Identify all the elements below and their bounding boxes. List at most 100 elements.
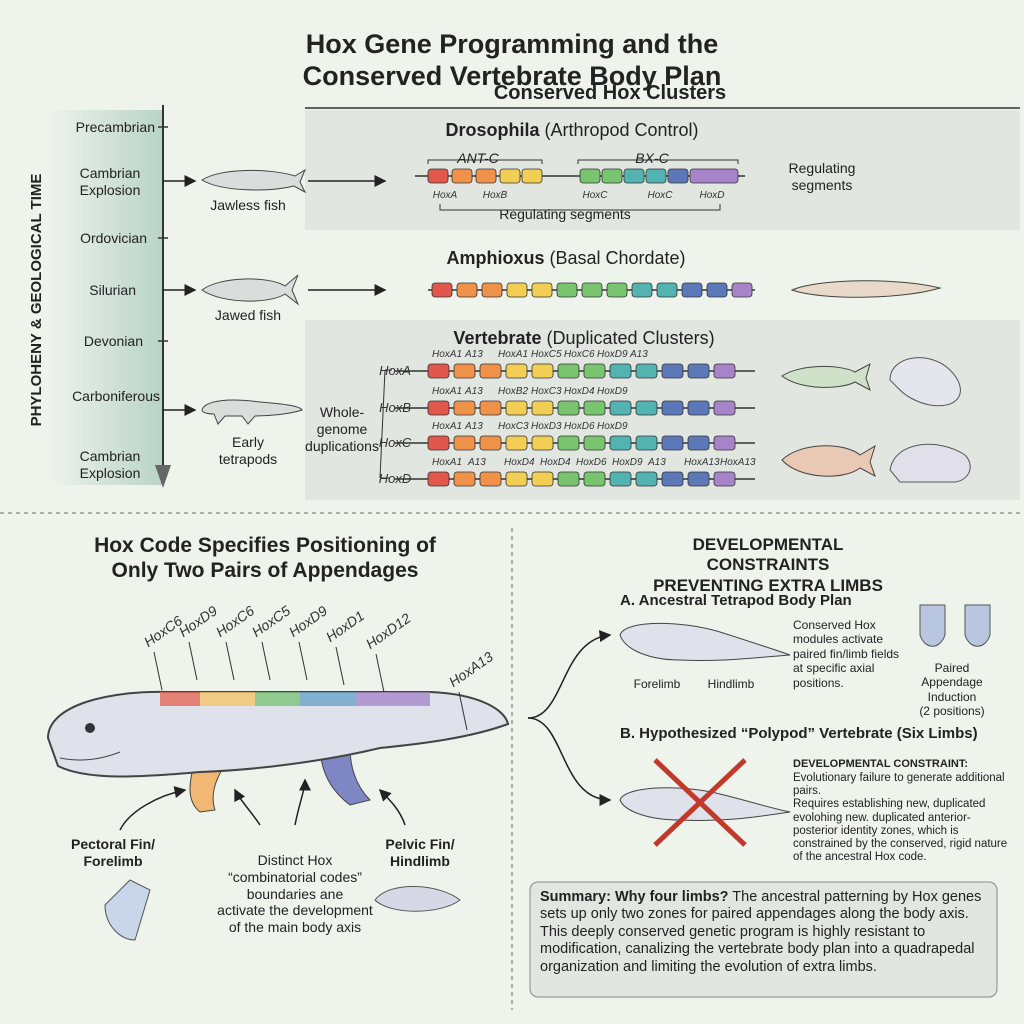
gene-box (623, 168, 645, 184)
gene-label: HoxB (379, 400, 411, 415)
pelvic-label: Pelvic Fin/ Hindlimb (385, 836, 455, 869)
gene-box (635, 471, 658, 487)
gene-box (505, 400, 528, 416)
cluster-title: Vertebrate (Duplicated Clusters) (453, 328, 714, 350)
bracket (439, 204, 721, 211)
duplication-bracket (379, 369, 392, 479)
limb-arrows (119, 778, 406, 831)
gene-box (479, 435, 502, 451)
cluster-desc: (Basal Chordate) (549, 248, 686, 268)
salamander (46, 690, 510, 813)
mouse-icon (889, 443, 971, 483)
cluster-desc: (Arthropod Control) (544, 120, 699, 140)
a-text: Conserved Hox modules activate paired fi… (793, 618, 900, 690)
gene-box (635, 400, 658, 416)
gene-box (531, 435, 554, 451)
gene-label: HoxC (647, 190, 673, 201)
axis-label: PHYLOHENY & GEOLOGICAL TIME (28, 173, 45, 427)
gene-box (689, 168, 739, 184)
pectoral-label: Pectoral Fin/ Forelimb (70, 836, 156, 869)
gene-pointer (261, 641, 271, 681)
gene-label: HoxD (699, 190, 725, 201)
gene-box (731, 282, 753, 298)
gene-box (606, 282, 628, 298)
hox-code-title: Hox Code Specifies Positioning of Only T… (94, 534, 436, 583)
red-x (653, 758, 747, 847)
gene-label: HoxC6 (564, 349, 595, 360)
gene-box (667, 168, 689, 184)
era-ticks (158, 126, 168, 342)
jawed-fish (201, 274, 300, 306)
limb-label: Hindlimb (707, 677, 755, 691)
gene-label: HoxD6 (576, 457, 607, 468)
gene-box (521, 168, 543, 184)
gene-pointer (375, 653, 385, 693)
gene-box (631, 282, 653, 298)
era: Carboniferous (72, 388, 160, 404)
gene-label: HoxD9 (597, 349, 628, 360)
gene-label: HoxD9 (597, 421, 628, 432)
gene-box (713, 400, 736, 416)
forelimb-icon (104, 879, 151, 941)
gene-box (427, 400, 450, 416)
gene-pointer (153, 651, 163, 691)
gene-label: HoxB (482, 190, 508, 201)
constraints-title: DEVELOPMENTAL CONSTRAINTS PREVENTING EXT… (653, 535, 883, 595)
gene-box (645, 168, 667, 184)
gene-pointer (188, 641, 198, 681)
gene-label: A13 (465, 349, 483, 360)
organism: Jawed fish (214, 307, 282, 323)
fish-icon (781, 363, 871, 392)
gene-box (713, 471, 736, 487)
gene-label: HoxC (378, 435, 412, 450)
gene-box (687, 471, 710, 487)
gene-box (453, 363, 476, 379)
gene-box (687, 363, 710, 379)
cluster-title: Drosophila (Arthropod Control) (445, 120, 698, 142)
gene-box (557, 471, 580, 487)
era: Ordovician (80, 230, 147, 246)
gene-box (505, 471, 528, 487)
cluster-name: Amphioxus (446, 248, 545, 268)
clusters-header: Conserved Hox Clusters (493, 82, 727, 104)
gene-label: HoxA13 (684, 457, 720, 468)
era: Cambrian Explosion (79, 448, 141, 481)
bracket (427, 159, 739, 164)
side-note: Regulating segments (788, 160, 856, 193)
gene-label: HoxA1 (432, 421, 463, 432)
gene-box (661, 363, 684, 379)
organism: Jawless fish (210, 197, 286, 213)
gene-label: HoxD6 (564, 421, 595, 432)
cluster-desc: (Duplicated Clusters) (546, 328, 715, 348)
gene-box (475, 168, 497, 184)
limb-label: Forelimb (633, 677, 681, 691)
branch-arrows (527, 630, 612, 806)
gene-box (453, 400, 476, 416)
gene-box (479, 471, 502, 487)
summary-text: The ancestral patterning by Hox genes se… (540, 889, 982, 975)
gene-box (661, 471, 684, 487)
gene-label: HoxD4 (504, 457, 535, 468)
gene-label: HoxA13 (720, 457, 756, 468)
organism: Early tetrapods (218, 434, 278, 467)
gene-box (557, 363, 580, 379)
gene-label: HoxD9 (597, 386, 628, 397)
gene-box (451, 168, 473, 184)
gene-box (581, 282, 603, 298)
jawless-fish (201, 168, 307, 194)
summary-box (529, 881, 998, 998)
gene-box (706, 282, 728, 298)
gene-label: A13 (465, 386, 483, 397)
gene-box (431, 282, 453, 298)
gene-box (427, 363, 450, 379)
summary-lead: Summary: Why four limbs? (540, 889, 729, 905)
gene-box (456, 282, 478, 298)
gene-box (453, 471, 476, 487)
era: Silurian (89, 282, 136, 298)
gene-label: HoxC3 (531, 386, 562, 397)
title: Hox Gene Programming and the Conserved V… (302, 29, 722, 92)
gene-box (505, 435, 528, 451)
gene-pointer (458, 691, 468, 731)
limb-pair-left (919, 604, 946, 647)
